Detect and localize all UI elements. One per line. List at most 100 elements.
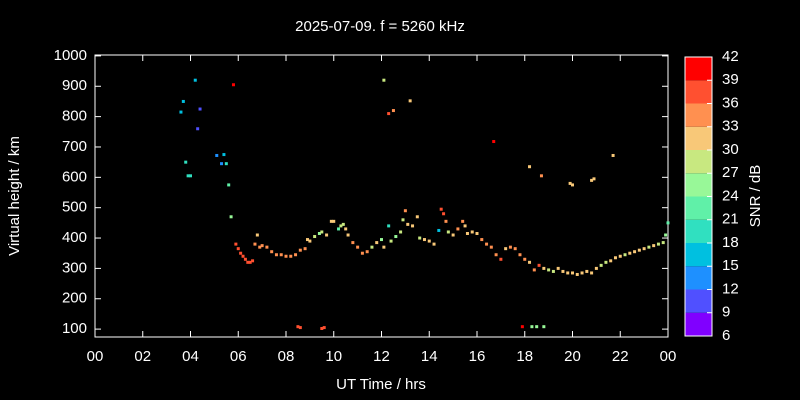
colorbar-band [685,80,712,104]
point [344,227,348,231]
colorbar-band [685,196,712,220]
point [320,327,324,331]
point [313,235,317,239]
point [628,251,632,255]
point [260,244,264,248]
point [298,248,302,252]
y-tick-label: 100 [62,320,87,337]
point [346,233,350,237]
x-tick-label: 04 [182,348,199,365]
colorbar-tick-label: 36 [722,94,739,111]
point [446,230,450,234]
colorbar-band [685,289,712,313]
point [181,99,185,103]
point [427,239,431,243]
point [303,247,307,251]
point [382,245,386,249]
point [284,254,288,258]
point [432,242,436,246]
y-tick-label: 900 [62,77,87,94]
point [661,241,665,245]
point [387,224,391,228]
point [279,253,283,257]
point [504,247,508,251]
point [365,250,369,254]
colorbar-band [685,312,712,336]
y-tick-label: 800 [62,108,87,125]
colorbar-tick-label: 9 [722,304,730,321]
x-tick-label: 06 [230,348,247,365]
point [666,221,670,225]
point [320,230,324,234]
point [571,183,574,187]
colorbar-tick-label: 18 [722,234,739,251]
point [437,228,441,232]
point [652,244,656,248]
point [442,212,446,216]
point [179,110,183,114]
x-tick-label: 14 [421,348,438,365]
point [528,260,532,264]
point [480,238,484,242]
point [475,231,479,235]
point [274,253,278,257]
point [236,247,240,251]
y-tick-label: 200 [62,290,87,307]
point [389,239,393,243]
colorbar-tick-label: 21 [722,211,739,228]
point [444,219,448,223]
colorbar-band [685,266,712,290]
point [329,219,333,223]
point [642,247,646,251]
colorbar-band [685,150,712,174]
colorbar-tick-label: 12 [722,280,739,297]
point [403,209,407,213]
point [406,222,410,226]
point [594,266,598,270]
x-tick-label: 20 [564,348,581,365]
point [590,271,594,275]
point [532,268,536,272]
point [325,233,329,237]
point [234,242,238,246]
point [618,254,622,258]
point [308,239,312,243]
point [664,233,668,237]
colorbar-band [685,243,712,267]
point [391,109,395,113]
point [418,236,422,240]
point [186,174,190,178]
point [613,256,617,260]
x-tick-label: 02 [134,348,151,365]
point [231,83,235,87]
point [298,326,302,330]
point [255,233,259,237]
colorbar-tick-label: 30 [722,141,739,158]
point [337,227,341,231]
colorbar-tick-label: 39 [722,71,739,88]
y-axis-label: Virtual height / km [6,136,23,256]
point [332,219,336,223]
colorbar-tick-label: 6 [722,327,730,344]
point [317,231,321,235]
point [463,224,467,228]
point [604,260,608,264]
point [351,241,355,245]
x-tick-label: 00 [87,348,104,365]
plot-frame [94,54,669,338]
point [356,245,360,249]
point [530,325,534,329]
point [222,153,226,157]
point [656,242,660,246]
x-tick-label: 08 [278,348,295,365]
point [243,257,247,261]
y-tick-label: 700 [62,138,87,155]
point [528,165,532,169]
point [556,266,560,270]
point [258,245,262,249]
x-axis-label: UT Time / hrs [336,376,426,393]
point [227,183,231,187]
point [408,99,412,103]
colorbar-label: SNR / dB [747,165,764,228]
